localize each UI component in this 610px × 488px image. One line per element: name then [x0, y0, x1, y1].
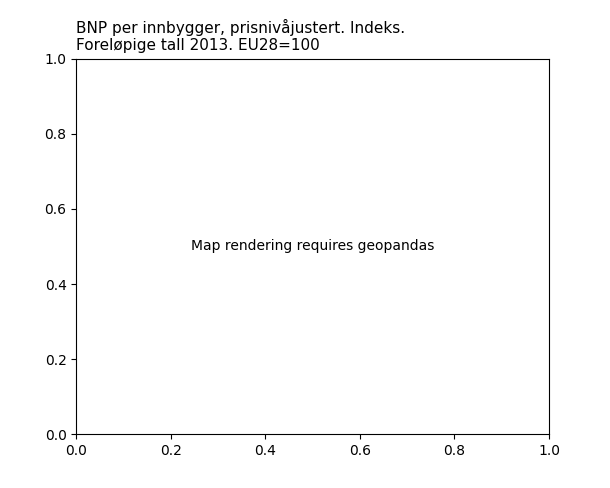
- Text: Map rendering requires geopandas: Map rendering requires geopandas: [191, 240, 434, 253]
- Text: BNP per innbygger, prisnivåjustert. Indeks.
Foreløpige tall 2013. EU28=100: BNP per innbygger, prisnivåjustert. Inde…: [76, 19, 406, 53]
